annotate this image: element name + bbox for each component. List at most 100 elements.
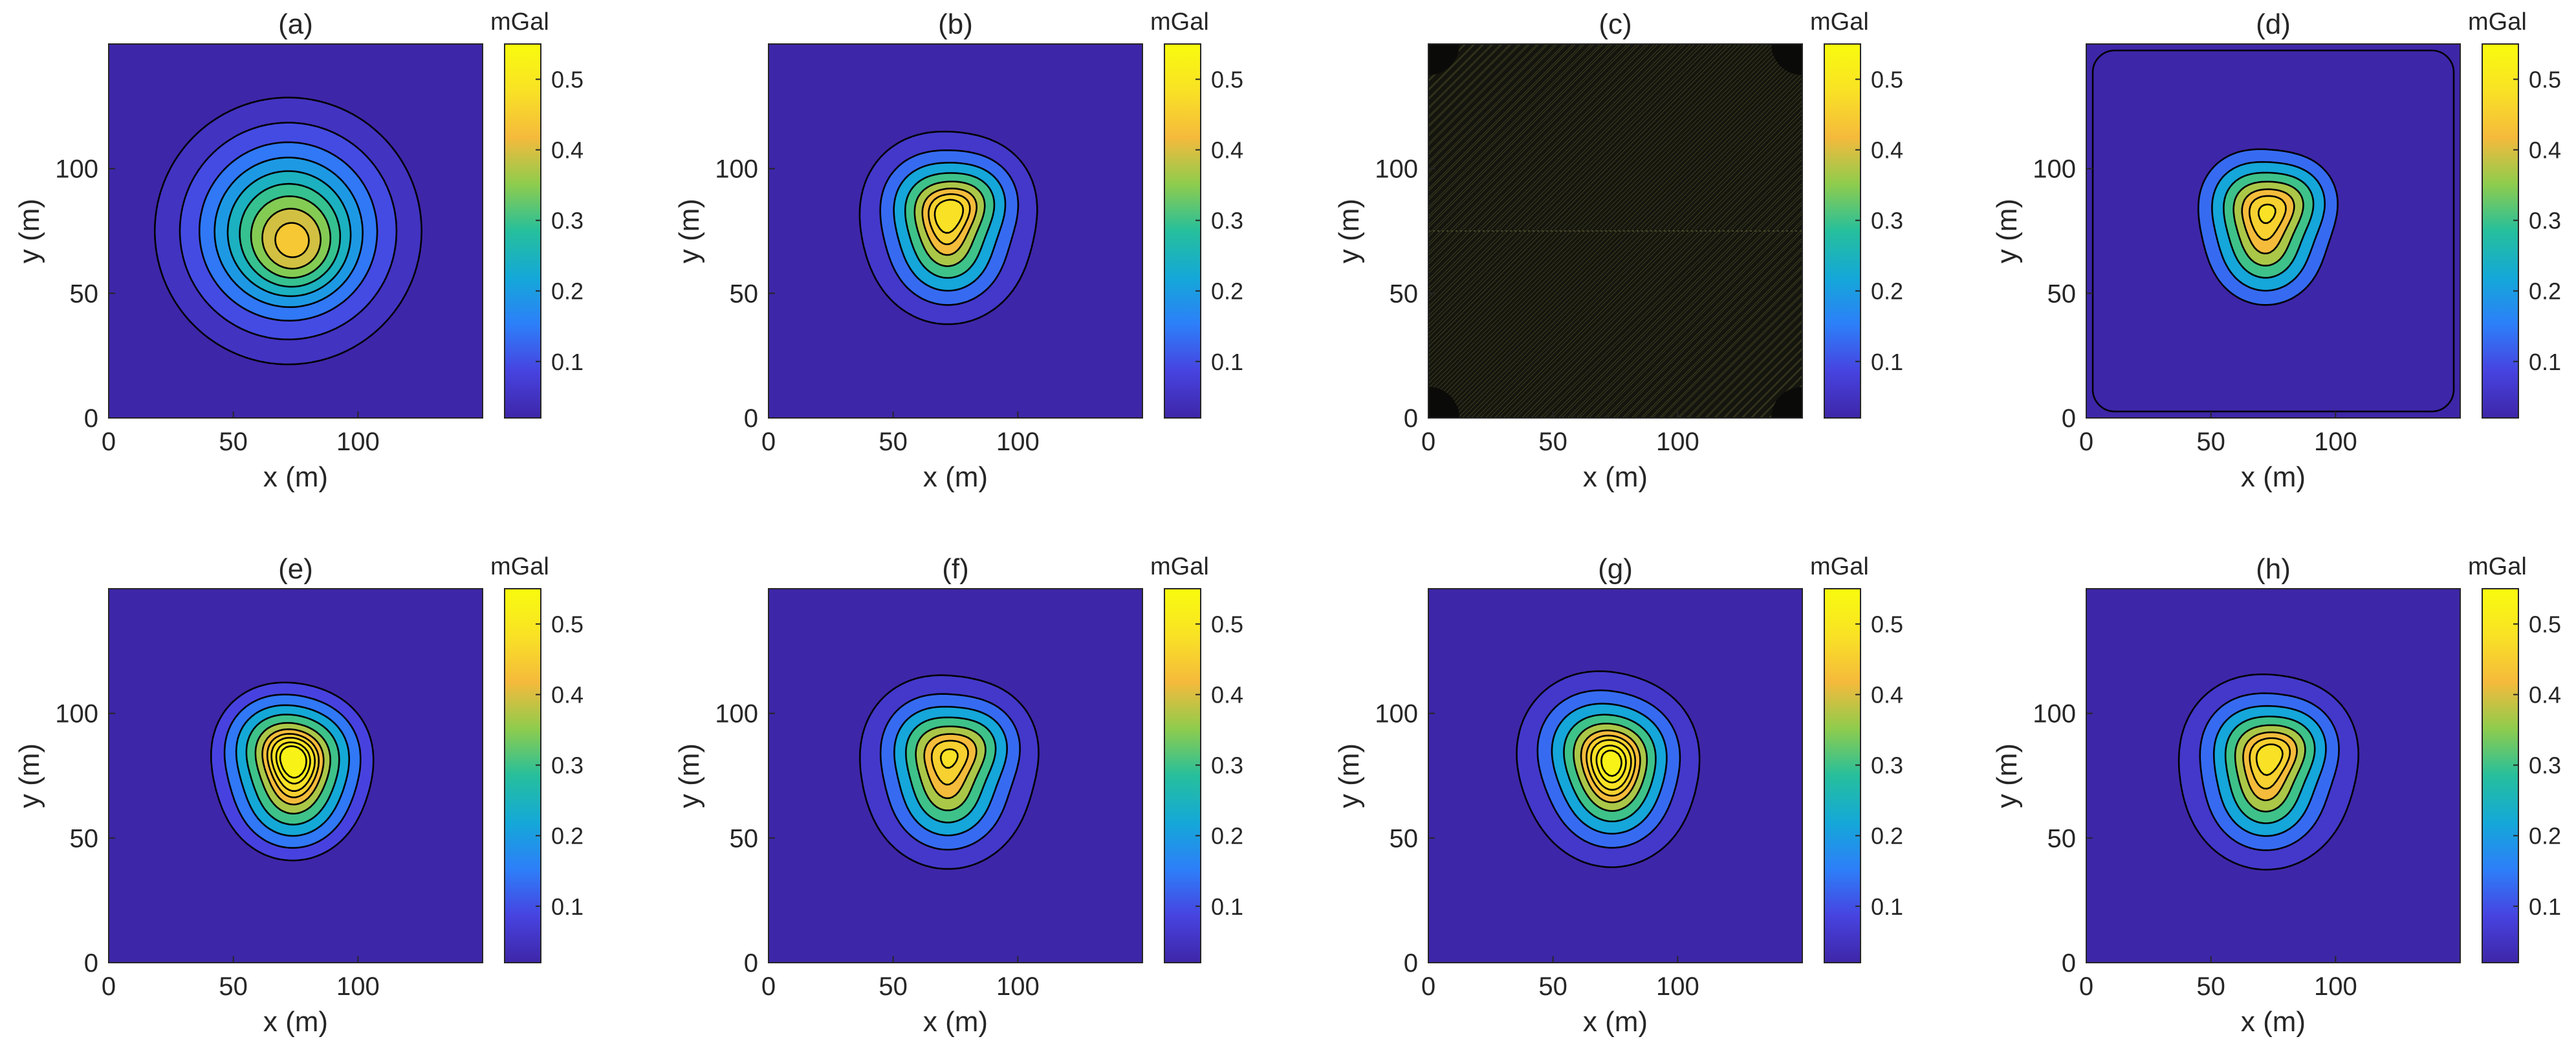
x-tick-label: 50	[219, 972, 248, 1001]
contour-line-0.47	[1590, 739, 1632, 791]
contour-line-0.09	[1536, 689, 1681, 849]
panel-title: (d)	[2256, 8, 2291, 40]
x-axis-label: x (m)	[263, 461, 328, 493]
y-axis-label: y (m)	[1333, 199, 1365, 263]
panel-e: 0 50 100 0 50 100 x (m) y (m) (e) 0.1 0.2 0.3 0.4 0.5…	[14, 553, 584, 1038]
contour-line-0.09	[879, 149, 1020, 306]
contour-line-0.37	[261, 208, 322, 270]
contour-line-0.03	[2178, 673, 2360, 871]
axes-box	[768, 588, 1143, 963]
contour-line-0.27	[239, 182, 342, 288]
contour-line-0.47	[939, 748, 959, 769]
y-axis-label: y (m)	[673, 199, 705, 263]
axes-box	[768, 43, 1143, 419]
y-axis-label: y (m)	[14, 743, 45, 808]
x-axis-label: x (m)	[923, 1006, 988, 1038]
colorbar-tick-label: 0.4	[1211, 682, 1243, 708]
colorbar-tick-label: 0.5	[2529, 67, 2561, 93]
y-tick-label: 0	[2062, 404, 2076, 433]
y-tick-label: 100	[715, 155, 758, 184]
colorbar-tick-label: 0.5	[1211, 67, 1243, 93]
colorbar-tick-label: 0.2	[2529, 823, 2561, 849]
colorbar	[2482, 588, 2519, 963]
contour-line-0.4	[923, 733, 977, 800]
colorbar	[2482, 43, 2519, 419]
panel-title: (h)	[2256, 553, 2291, 585]
contour-band-0.47	[935, 199, 963, 234]
contour-line-0.17	[2212, 705, 2327, 837]
axes-box	[2086, 43, 2461, 419]
contour-line-0.44	[930, 739, 969, 786]
x-tick-label: 50	[1538, 428, 1567, 456]
y-tick-label: 50	[1390, 279, 1419, 308]
panel-f: 0 50 100 0 50 100 x (m) y (m) (f) 0.1 0.2 0.3 0.4 0.5…	[673, 553, 1243, 1038]
y-tick-label: 50	[2047, 824, 2077, 853]
contour-line-0.22	[226, 170, 352, 298]
x-axis-label: x (m)	[1583, 1006, 1648, 1038]
y-tick-label: 0	[2062, 949, 2076, 978]
contour-line-0.17	[893, 706, 1009, 837]
y-tick-label: 100	[1375, 700, 1418, 728]
contour-line-outer	[2091, 49, 2455, 413]
x-axis-label: x (m)	[263, 1006, 328, 1038]
colorbar-tick-label: 0.1	[1871, 349, 1903, 375]
x-tick-label: 0	[761, 428, 776, 456]
panel-b: 0 50 100 0 50 100 x (m) y (m) (b) 0.1 0.2 0.3 0.4 0.5…	[673, 8, 1243, 493]
colorbar-tick-label: 0.2	[1211, 823, 1243, 849]
x-tick-label: 50	[219, 428, 248, 456]
colorbar-tick-label: 0.1	[1871, 893, 1903, 920]
y-axis-label: y (m)	[1333, 743, 1365, 808]
contour-band-0.52	[280, 746, 307, 778]
x-axis-label: x (m)	[2241, 461, 2306, 493]
contour-band-0.42	[275, 223, 309, 257]
contour-line-0.4	[921, 187, 978, 256]
contour-line-0.47	[933, 199, 965, 234]
x-axis-label: x (m)	[1583, 461, 1648, 493]
contour-line-0.44	[1586, 734, 1637, 797]
y-tick-label: 50	[2047, 279, 2077, 308]
contour-line-0.47	[270, 736, 316, 792]
y-tick-label: 100	[715, 700, 758, 728]
colorbar-tick-label: 0.2	[1211, 278, 1243, 305]
y-axis-label: y (m)	[673, 743, 705, 808]
colorbar-unit-label: mGal	[1150, 553, 1209, 580]
x-tick-label: 100	[2314, 428, 2357, 456]
colorbar-tick-label: 0.3	[1211, 208, 1243, 234]
y-axis-label: y (m)	[1991, 743, 2023, 808]
contour-line-0.47	[2257, 203, 2276, 224]
panel-a: 0 50 100 0 50 100 x (m) y (m) (a) 0.1 0.2 0.3 0.4 0.5…	[14, 8, 584, 493]
contour-line-0.26	[904, 172, 996, 279]
colorbar-tick-label: 0.2	[1871, 823, 1903, 849]
contour-line-0.52	[279, 745, 307, 779]
contour-line-0.44	[2249, 737, 2291, 790]
axes-box	[108, 588, 483, 963]
colorbar-unit-label: mGal	[1810, 553, 1869, 580]
axes-box	[2086, 588, 2461, 963]
y-tick-label: 100	[1375, 155, 1418, 184]
y-tick-label: 50	[70, 824, 99, 853]
panel-c: 0 50 100 0 50 100 x (m) y (m) (c) 0.1 0.2 0.3 0.4 0.5…	[1333, 8, 1903, 493]
panel-d: 0 50 100 0 50 100 x (m) y (m) (d) 0.1 0.2 0.3 0.4 0.5…	[1991, 8, 2561, 493]
contour-line-0.17	[213, 157, 364, 308]
x-tick-label: 50	[2196, 972, 2225, 1001]
contour-line-0.44	[266, 732, 320, 798]
colorbar-tick-label: 0.3	[551, 752, 584, 779]
colorbar-tick-label: 0.5	[1211, 611, 1243, 638]
contour-line-0.12	[199, 141, 378, 322]
panel-title: (b)	[938, 8, 973, 40]
x-tick-label: 100	[1656, 972, 1699, 1001]
x-tick-label: 100	[2314, 972, 2357, 1001]
colorbar-tick-label: 0.1	[2529, 893, 2561, 920]
contour-line-0.07	[179, 122, 398, 341]
colorbar-tick-label: 0.2	[2529, 278, 2561, 305]
x-tick-label: 0	[761, 972, 776, 1001]
contour-line-0.26	[1563, 714, 1657, 823]
contour-line-0.34	[915, 725, 987, 811]
contour-line-0.34	[1573, 723, 1648, 812]
axes-box	[1428, 588, 1803, 963]
contour-line-0.03	[1516, 670, 1701, 868]
colorbar	[1164, 43, 1201, 419]
colorbar-tick-label: 0.4	[1871, 682, 1903, 708]
contour-band-0.47	[2258, 204, 2276, 223]
